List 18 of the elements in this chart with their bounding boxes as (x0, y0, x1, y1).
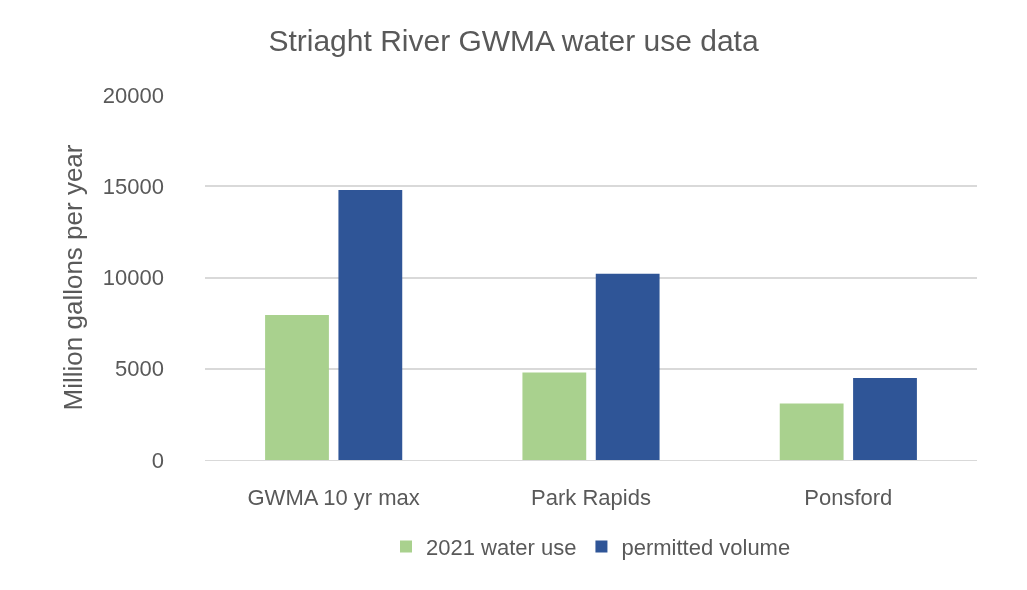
y-tick-label: 15000 (102, 173, 164, 199)
y-axis-title: Million gallons per year (58, 144, 89, 411)
bar (779, 403, 844, 460)
x-tick-label: Park Rapids (531, 485, 651, 511)
legend-label: 2021 water use (426, 535, 577, 561)
x-tick-label: Ponsford (804, 485, 893, 511)
bar (853, 377, 917, 460)
bar (338, 189, 403, 460)
bar (522, 372, 587, 460)
legend-label: permitted volume (621, 535, 791, 561)
bar (265, 314, 329, 460)
y-tick-label: 20000 (102, 82, 164, 108)
bar (595, 273, 660, 460)
y-tick-label: 10000 (102, 265, 164, 291)
y-tick-label: 0 (151, 447, 164, 473)
chart-title: Striaght River GWMA water use data (268, 23, 759, 57)
y-tick-label: 5000 (115, 356, 164, 382)
x-tick-label: GWMA 10 yr max (247, 485, 420, 511)
